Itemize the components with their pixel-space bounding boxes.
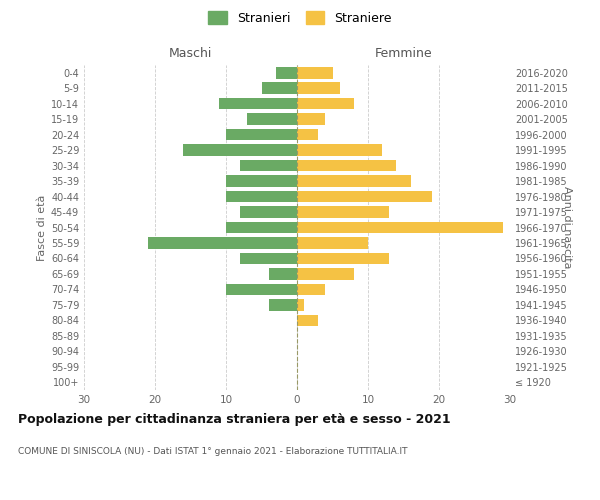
Bar <box>226 176 297 187</box>
Bar <box>247 114 297 125</box>
Bar <box>297 190 432 202</box>
Bar <box>297 237 368 249</box>
Bar <box>297 114 325 125</box>
Legend: Stranieri, Straniere: Stranieri, Straniere <box>208 11 392 25</box>
Y-axis label: Fasce di età: Fasce di età <box>37 194 47 260</box>
Bar <box>226 129 297 140</box>
Text: COMUNE DI SINISCOLA (NU) - Dati ISTAT 1° gennaio 2021 - Elaborazione TUTTITALIA.: COMUNE DI SINISCOLA (NU) - Dati ISTAT 1°… <box>18 448 407 456</box>
Bar <box>297 82 340 94</box>
Bar <box>297 299 304 310</box>
Y-axis label: Anni di nascita: Anni di nascita <box>562 186 572 269</box>
Bar <box>297 129 319 140</box>
Bar <box>297 67 332 78</box>
Bar <box>184 144 297 156</box>
Bar <box>240 206 297 218</box>
Bar <box>276 67 297 78</box>
Bar <box>240 160 297 172</box>
Bar <box>297 160 397 172</box>
Bar <box>297 268 354 280</box>
Bar <box>297 284 325 295</box>
Bar <box>269 299 297 310</box>
Bar <box>226 222 297 234</box>
Bar <box>269 268 297 280</box>
Bar <box>297 206 389 218</box>
Bar <box>226 190 297 202</box>
Bar <box>297 222 503 234</box>
Text: Femmine: Femmine <box>374 48 433 60</box>
Bar <box>226 284 297 295</box>
Text: Maschi: Maschi <box>169 48 212 60</box>
Bar <box>148 237 297 249</box>
Bar <box>297 144 382 156</box>
Bar <box>297 98 354 110</box>
Bar <box>297 314 319 326</box>
Bar <box>219 98 297 110</box>
Bar <box>240 252 297 264</box>
Text: Popolazione per cittadinanza straniera per età e sesso - 2021: Popolazione per cittadinanza straniera p… <box>18 412 451 426</box>
Bar <box>297 252 389 264</box>
Bar <box>262 82 297 94</box>
Bar <box>297 176 410 187</box>
